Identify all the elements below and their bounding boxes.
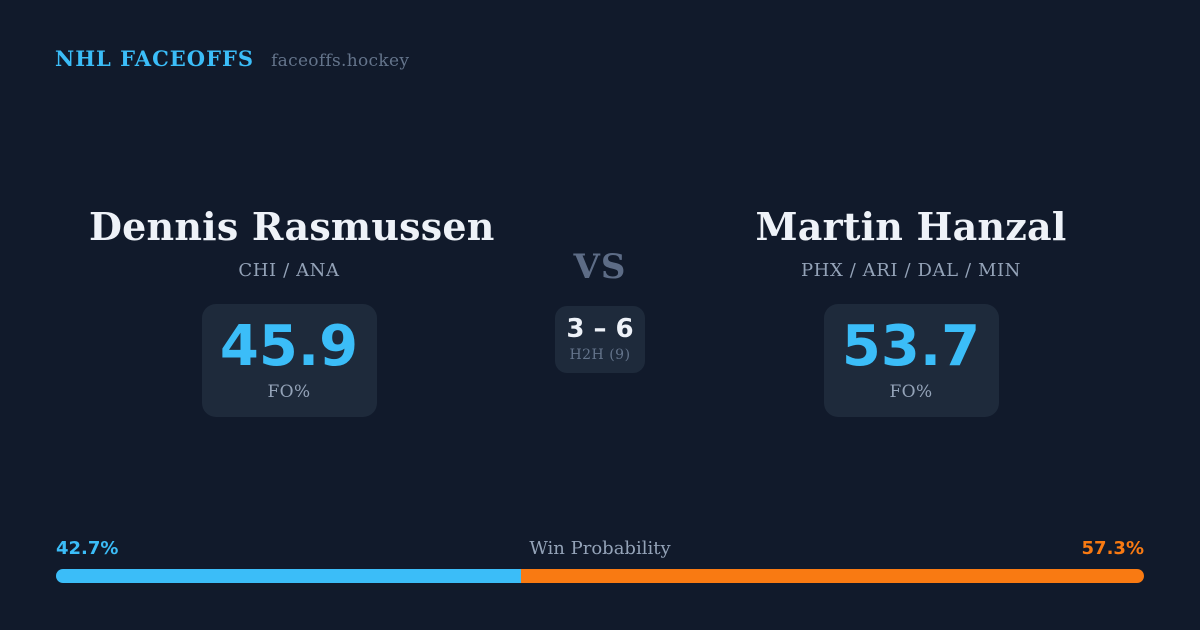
player-right-name: Martin Hanzal [755,204,1067,249]
h2h-record: 3 – 6 [566,313,634,344]
player-right-fo-box: 53.7 FO% [823,304,999,418]
player-left-section: Dennis Rasmussen CHI / ANA 45.9 FO% [89,204,495,418]
win-bar-right-segment [520,568,1144,583]
player-left-fo-value: 45.9 [219,314,359,380]
win-bar-left-segment [56,568,521,583]
player-right-section: Martin Hanzal PHX / ARI / DAL / MIN 53.7… [711,204,1111,418]
win-probability-section: 42.7% Win Probability 57.3% [56,538,1144,583]
win-probability-bar [56,568,1144,583]
win-probability-labels: 42.7% Win Probability 57.3% [56,538,1144,561]
h2h-box: 3 – 6 H2H (9) [555,305,645,373]
site-url: faceoffs.hockey [271,51,410,71]
player-left-name: Dennis Rasmussen [89,204,495,249]
win-probability-right-pct: 57.3% [1081,538,1144,559]
player-left-teams: CHI / ANA [238,259,340,281]
win-probability-title: Win Probability [529,538,671,559]
player-right-teams: PHX / ARI / DAL / MIN [800,259,1022,281]
h2h-label: H2H (9) [569,346,631,363]
player-right-fo-label: FO% [889,382,933,403]
vs-column: VS 3 – 6 H2H (9) [500,247,700,373]
brand-title: NHL FACEOFFS [55,46,255,71]
player-right-fo-value: 53.7 [841,314,981,380]
header: NHL FACEOFFS faceoffs.hockey [55,46,409,71]
player-left-fo-label: FO% [267,382,311,403]
vs-label: VS [573,247,627,287]
player-left-fo-box: 45.9 FO% [201,304,377,418]
win-probability-left-pct: 42.7% [56,538,119,559]
